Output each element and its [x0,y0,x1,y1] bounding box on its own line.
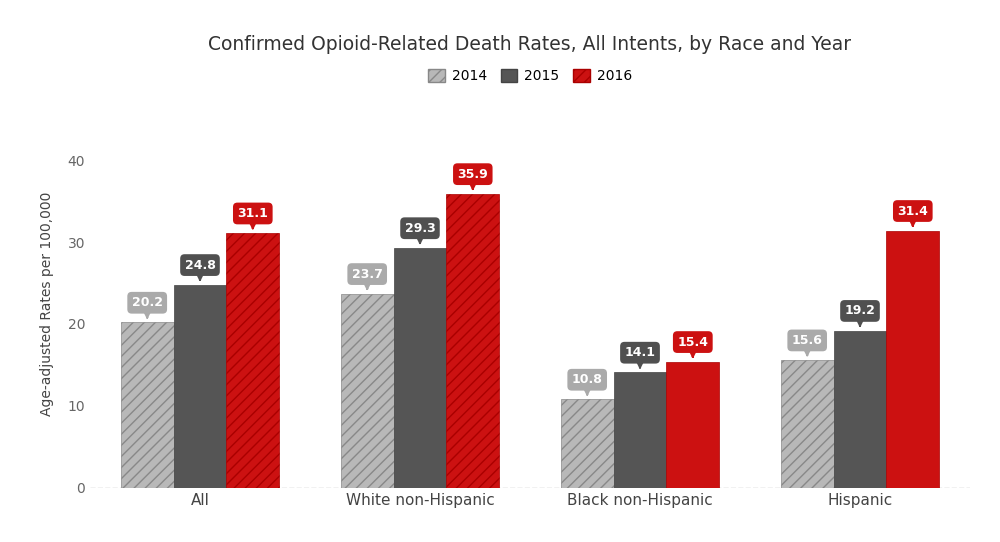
Text: 15.6: 15.6 [792,334,823,355]
Y-axis label: Age-adjusted Rates per 100,000: Age-adjusted Rates per 100,000 [40,191,54,416]
Legend: 2014, 2015, 2016: 2014, 2015, 2016 [422,63,638,89]
Bar [561,399,614,488]
Text: 31.1: 31.1 [237,207,268,228]
Bar [394,248,446,488]
Title: Confirmed Opioid-Related Death Rates, All Intents, by Race and Year: Confirmed Opioid-Related Death Rates, Al… [208,35,852,54]
Bar [886,231,939,488]
Text: 15.4: 15.4 [677,335,708,357]
Text: 14.1: 14.1 [624,346,656,367]
Bar [666,362,719,488]
Bar [121,322,174,488]
Bar [226,233,279,488]
Bar [614,372,666,488]
Bar [834,331,886,488]
Text: 24.8: 24.8 [185,259,215,280]
Text: 23.7: 23.7 [352,268,383,289]
Text: 31.4: 31.4 [897,204,928,226]
Bar [174,285,226,488]
Text: 19.2: 19.2 [845,305,875,326]
Text: 35.9: 35.9 [457,167,488,189]
Bar [446,194,499,488]
Text: 29.3: 29.3 [405,222,435,243]
Text: 10.8: 10.8 [572,373,603,395]
Text: 20.2: 20.2 [132,296,163,318]
Bar [781,360,834,488]
Bar [341,294,394,488]
